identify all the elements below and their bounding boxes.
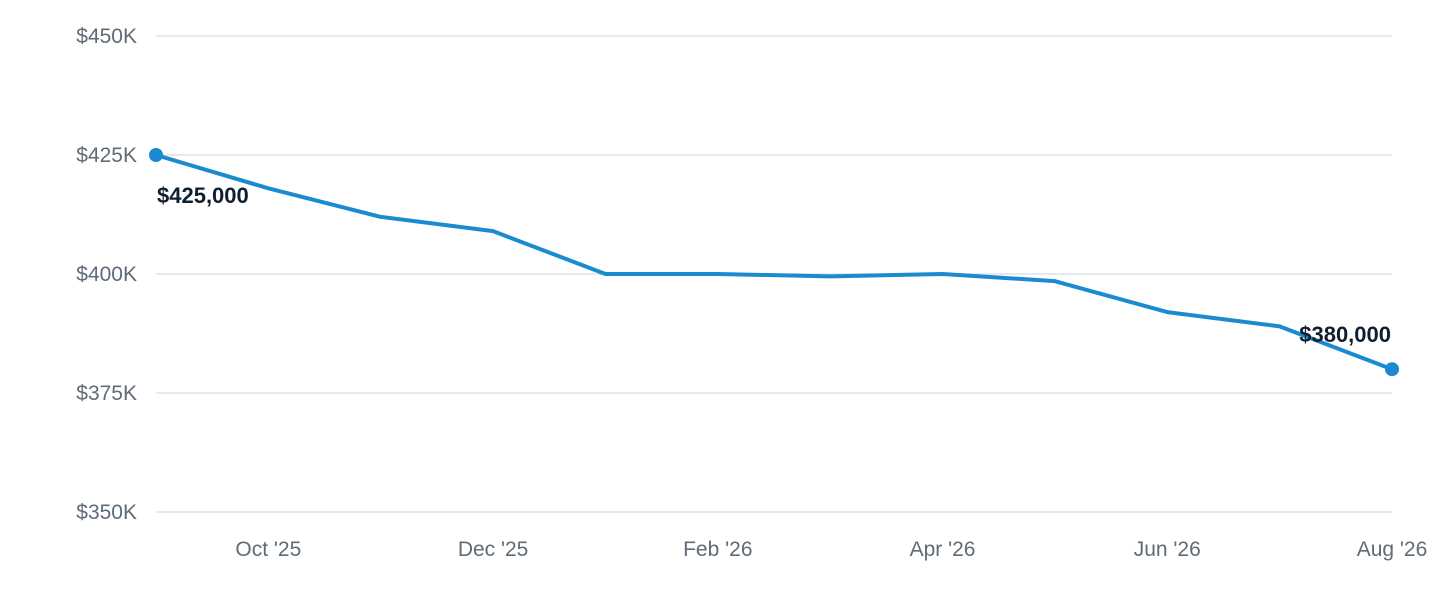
y-tick-label: $375K: [76, 382, 137, 405]
y-axis: $450K $425K $400K $375K $350K: [76, 25, 137, 524]
x-tick-label: Jun '26: [1134, 538, 1201, 561]
data-labels: $425,000 $380,000: [157, 183, 1391, 347]
data-label: $425,000: [157, 183, 249, 208]
x-tick-label: Apr '26: [910, 538, 976, 561]
y-tick-label: $350K: [76, 501, 137, 524]
y-tick-label: $425K: [76, 144, 137, 167]
x-tick-label: Dec '25: [458, 538, 529, 561]
start-point-marker: [149, 148, 163, 162]
data-label: $380,000: [1299, 322, 1391, 347]
x-tick-label: Feb '26: [683, 538, 752, 561]
series-line: [154, 153, 1394, 372]
series: [149, 148, 1399, 377]
x-tick-label: Aug '26: [1357, 538, 1428, 561]
end-point-marker: [1385, 362, 1399, 377]
y-tick-label: $400K: [76, 263, 137, 286]
x-axis: Oct '25 Dec '25 Feb '26 Apr '26 Jun '26 Aug '…: [235, 538, 1427, 561]
x-tick-label: Oct '25: [235, 538, 301, 561]
y-tick-label: $450K: [76, 25, 137, 48]
